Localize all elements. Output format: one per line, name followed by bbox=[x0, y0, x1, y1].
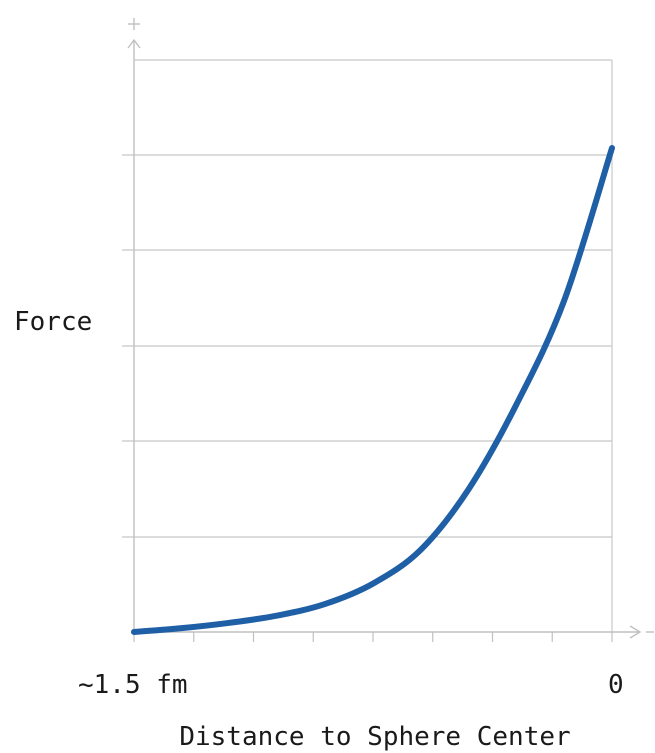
x-tick-label-right: 0 bbox=[608, 670, 624, 700]
series-line bbox=[131, 145, 615, 635]
axes bbox=[127, 18, 654, 639]
x-ticks bbox=[133, 632, 613, 642]
y-axis-arrow bbox=[127, 38, 141, 49]
x-axis-arrow bbox=[629, 625, 642, 639]
x-axis-label: Distance to Sphere Center bbox=[179, 722, 570, 752]
grid bbox=[122, 59, 613, 632]
y-axis-label: Force bbox=[14, 307, 92, 337]
x-tick-label-left: ~1.5 fm bbox=[78, 670, 188, 700]
